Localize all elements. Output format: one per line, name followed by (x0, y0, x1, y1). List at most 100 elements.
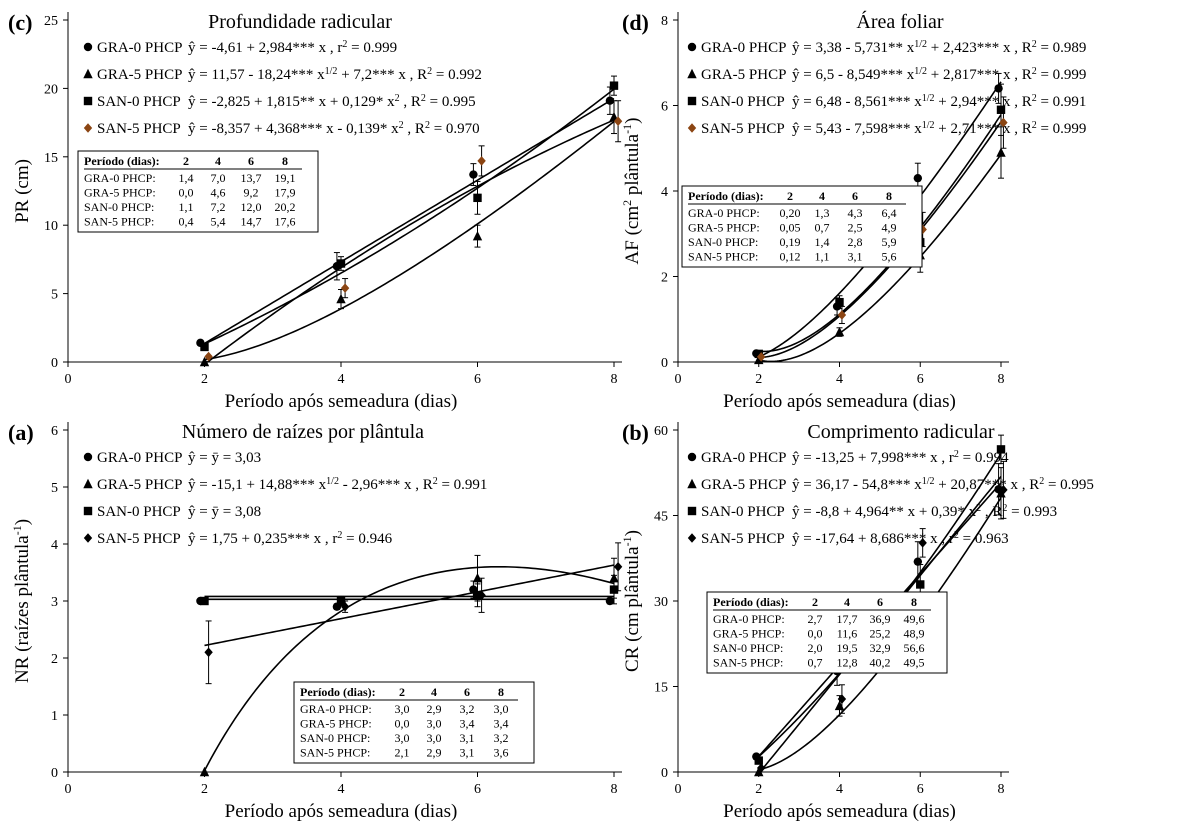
legend-label: SAN-0 PHCP (701, 94, 785, 110)
y-tick-label: 2 (661, 271, 668, 286)
y-tick-label: 5 (51, 481, 58, 496)
equation-part: - 2,96*** x , R (339, 477, 433, 493)
table-cell: SAN-5 PHCP: (84, 215, 154, 229)
table-cell: 3,0 (494, 702, 509, 716)
legend-marker (687, 478, 697, 489)
table-cell: SAN-0 PHCP: (713, 641, 783, 655)
equation-part: ŷ = 36,17 - 54,8*** x (792, 477, 922, 493)
table-cell: 13,7 (241, 171, 262, 185)
chart-title: Comprimento radicular (807, 421, 995, 443)
x-tick-label: 2 (201, 782, 208, 797)
table-cell: 19,1 (275, 171, 296, 185)
table-cell: 0,4 (179, 215, 194, 229)
legend-marker (687, 96, 697, 106)
equation-part: ŷ = 5,43 - 7,598*** x (792, 121, 922, 137)
table-cell: 5,4 (211, 215, 226, 229)
table-cell: 0,7 (808, 656, 823, 670)
y-tick-label: 20 (44, 82, 58, 97)
legend-marker (83, 68, 93, 79)
y-tick-label: 15 (44, 151, 58, 166)
table-header-cell: 6 (248, 154, 254, 168)
table-cell: SAN-5 PHCP: (688, 250, 758, 264)
data-point (913, 557, 923, 566)
data-point (835, 297, 844, 307)
y-axis-label-part: ) (12, 519, 33, 525)
data-point (999, 485, 1008, 495)
table-header-cell: 8 (498, 685, 504, 699)
equation-part: , R (400, 94, 421, 110)
table-cell: 2,8 (848, 235, 863, 249)
fit-curve-gra-5-phcp (758, 153, 1002, 363)
y-tick-label: 6 (51, 424, 58, 439)
data-point (756, 763, 766, 773)
data-point (469, 170, 478, 179)
legend-label: SAN-5 PHCP (97, 531, 181, 547)
table-header-cell: 8 (886, 189, 892, 203)
legend-marker (83, 96, 93, 106)
equation-part: 2 (427, 66, 432, 77)
regression-equation: ŷ = 3,38 - 5,731** x1/2 + 2,423*** x , R… (792, 39, 1086, 57)
data-point (340, 283, 350, 293)
y-tick-label: 1 (51, 709, 58, 724)
equation-part: 1/2 (922, 93, 935, 104)
regression-equation: ŷ = 6,5 - 8,549*** x1/2 + 2,817*** x , R… (792, 66, 1086, 84)
data-point (477, 156, 486, 166)
legend-label: SAN-0 PHCP (97, 504, 181, 520)
table-cell: GRA-5 PHCP: (713, 627, 785, 641)
fit-curve-san-5-phcp (204, 119, 615, 363)
inset-table (293, 681, 535, 764)
data-point (473, 193, 482, 203)
x-tick-label: 0 (675, 782, 682, 797)
table-cell: 3,1 (848, 250, 863, 264)
equation-part: 2 (399, 120, 404, 131)
x-tick-label: 0 (65, 372, 72, 387)
equation-part: + 2,94*** x , R (935, 94, 1032, 110)
x-axis-label: Período após semeadura (dias) (723, 391, 956, 412)
data-point (754, 756, 763, 765)
x-tick-label: 8 (611, 782, 618, 797)
legend-label: GRA-0 PHCP (701, 450, 786, 466)
equation-part: ŷ = -8,357 + 4,368*** x - 0,139* x (188, 121, 399, 137)
regression-equation: ŷ = ӯ = 3,03 (188, 450, 261, 466)
data-point (754, 354, 764, 365)
equation-part: + 20,87*** x , R (935, 477, 1040, 493)
chart-title: Profundidade radicular (208, 11, 392, 33)
legend-marker (83, 533, 93, 543)
table-cell: 17,6 (275, 215, 296, 229)
table-cell: 0,20 (780, 206, 801, 220)
equation-part: ŷ = 11,57 - 18,24*** x (188, 67, 325, 83)
data-point (756, 352, 766, 362)
data-point (913, 173, 923, 183)
equation-part: 2 (1032, 120, 1037, 131)
table-cell: 3,2 (460, 702, 475, 716)
regression-equation: ŷ = -4,61 + 2,984*** x , r2 = 0.999 (188, 39, 397, 57)
table-cell: 6,4 (882, 206, 897, 220)
y-tick-label: 25 (44, 14, 58, 29)
table-cell: GRA-0 PHCP: (300, 702, 372, 716)
equation-part: ŷ = -4,61 + 2,984*** x , r (188, 40, 342, 56)
equation-part: 2 (954, 530, 959, 541)
legend-marker (687, 42, 697, 52)
legend-marker (687, 533, 697, 543)
table-cell: 0,12 (780, 250, 801, 264)
table-cell: GRA-0 PHCP: (688, 206, 760, 220)
x-tick-label: 6 (474, 372, 481, 387)
table-cell: 4,9 (882, 221, 897, 235)
x-tick-label: 6 (474, 782, 481, 797)
table-cell: 4,3 (848, 206, 863, 220)
legend-marker (83, 123, 93, 133)
table-header-cell: Período (dias): (300, 685, 376, 699)
y-tick-label: 30 (654, 595, 668, 610)
fit-curve-san-5-phcp (204, 564, 615, 647)
x-tick-label: 8 (998, 782, 1005, 797)
equation-part: 2 (395, 93, 400, 104)
table-header-cell: 4 (431, 685, 437, 699)
table-cell: 0,0 (808, 627, 823, 641)
table-cell: 1,3 (815, 206, 830, 220)
legend-label: GRA-5 PHCP (97, 477, 182, 493)
data-point (613, 116, 623, 127)
y-axis-label: PR (cm) (12, 159, 33, 223)
legend-marker (687, 68, 697, 79)
equation-part: 1/2 (326, 476, 339, 487)
equation-part: = 0.991 (1037, 94, 1087, 110)
